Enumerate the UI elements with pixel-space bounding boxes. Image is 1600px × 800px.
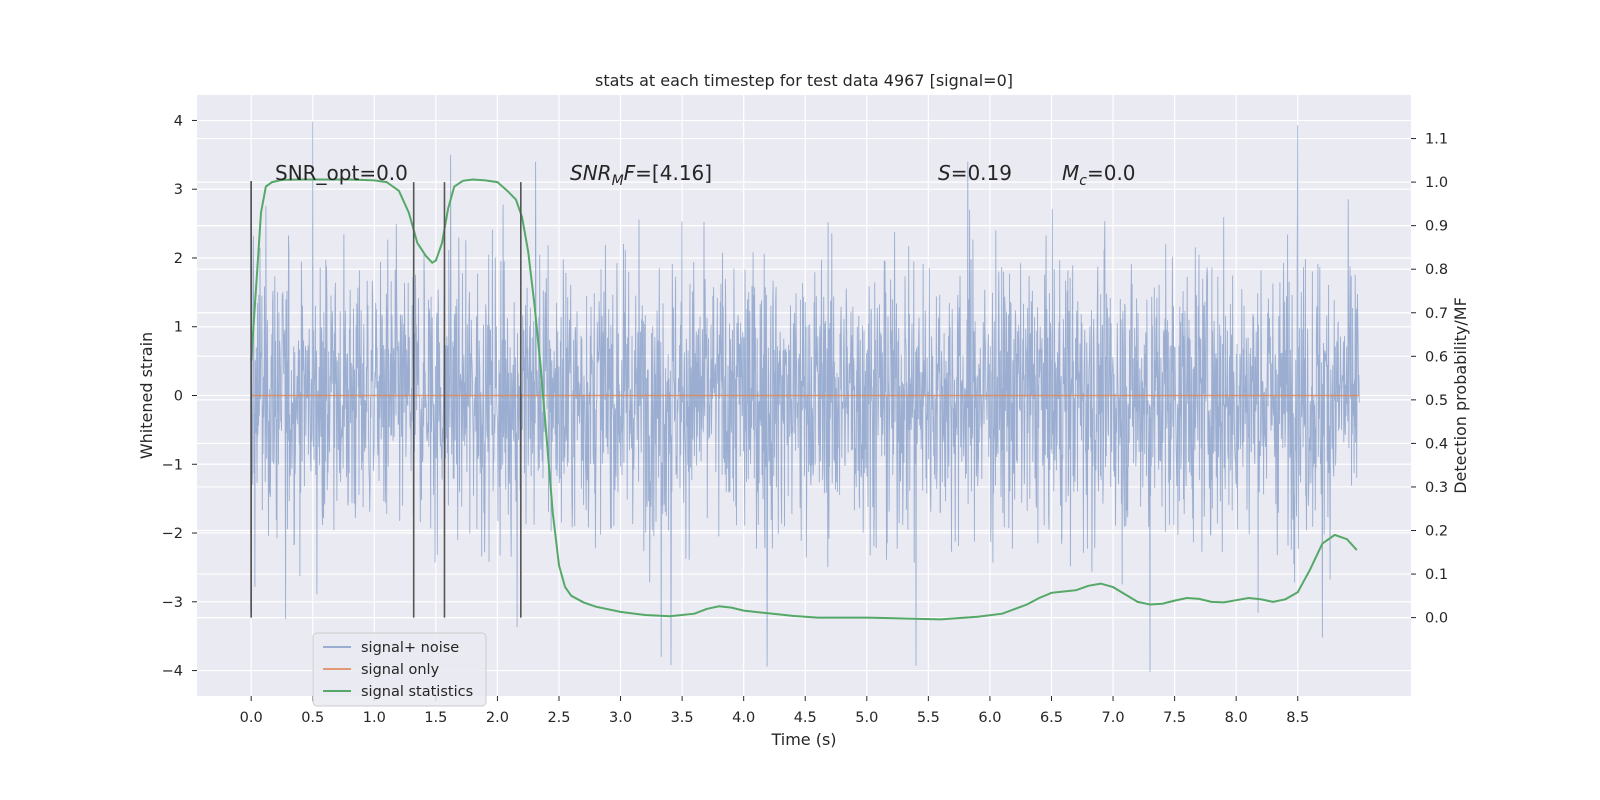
x-tick-label: 0.5 [301, 710, 324, 726]
y2-tick-label: 0.4 [1425, 436, 1448, 452]
series-signal-statistics [250, 178, 1358, 621]
y2-tick-label: 1.1 [1425, 132, 1448, 148]
legend-label: signal+ noise [361, 640, 459, 656]
x-tick-label: 8.0 [1225, 710, 1248, 726]
y-tick-label: −1 [162, 457, 183, 473]
x-tick-label: 4.5 [794, 710, 817, 726]
snr-mf-value: =[4.16] [635, 161, 712, 185]
annotations: SNR_opt=0.0 SNRMF=[4.16] S=0.19 Mc=0.0 [275, 161, 1136, 189]
legend-label: signal statistics [361, 684, 473, 700]
snr-mf-tail-f: F [624, 161, 636, 185]
x-tick-label: 5.5 [917, 710, 940, 726]
y-tick-label: −4 [162, 664, 183, 680]
y-tick-label: 0 [174, 389, 183, 405]
y2-tick-label: 0.7 [1425, 306, 1448, 322]
y-axis-label: Whitened strain [137, 332, 156, 459]
y-tick-label: 1 [174, 320, 183, 336]
y-tick-label: 2 [174, 251, 183, 267]
s-annotation: S=0.19 [938, 161, 1012, 185]
x-tick-label: 2.5 [547, 710, 570, 726]
y2-tick-label: 0.0 [1425, 611, 1448, 627]
x-tick-label: 5.0 [855, 710, 878, 726]
y-tick-label: −3 [162, 595, 183, 611]
mc-base: M [1062, 161, 1079, 185]
snr-mf-annotation: SNRMF=[4.16] [570, 161, 712, 189]
y2-axis-label: Detection probability/MF [1451, 297, 1470, 494]
x-tick-label: 6.0 [978, 710, 1001, 726]
y2-tick-label: 0.9 [1425, 219, 1448, 235]
y2-tick-label: 0.1 [1425, 567, 1448, 583]
y-tick-label: −2 [162, 526, 183, 542]
y2-tick-label: 0.3 [1425, 480, 1448, 496]
y2-tick-label: 0.2 [1425, 524, 1448, 540]
y2-tick-label: 0.5 [1425, 393, 1448, 409]
y-tick-label: 3 [174, 182, 183, 198]
s-value: =0.19 [951, 161, 1012, 185]
vertical-markers [250, 180, 522, 618]
legend-box [312, 632, 487, 707]
x-tick-label: 2.0 [486, 710, 509, 726]
snr-mf-sub: M [612, 173, 624, 189]
x-tick-label: 6.5 [1040, 710, 1063, 726]
x-tick-label: 7.0 [1102, 710, 1125, 726]
y-tick-label: 4 [174, 113, 183, 129]
x-tick-label: 8.5 [1286, 710, 1309, 726]
x-axis-label: Time (s) [770, 730, 836, 749]
x-tick-label: 1.0 [363, 710, 386, 726]
ticks: 0.0 0.5 1.0 1.5 2.0 2.5 3.0 3.5 4.0 4.5 5.0 5.5 6.0 6… [162, 113, 1448, 726]
snr-opt-annotation: SNR_opt=0.0 [275, 161, 408, 185]
legend: signal+ noise signal only signal statistic… [312, 632, 487, 707]
x-tick-label: 4.0 [732, 710, 755, 726]
y2-tick-label: 0.8 [1425, 262, 1448, 278]
snr-mf-base: SNR [570, 161, 612, 185]
x-tick-label: 1.5 [424, 710, 447, 726]
chart-title: stats at each timestep for test data 496… [595, 71, 1013, 90]
series-layer [250, 121, 1360, 672]
mc-sub: c [1079, 173, 1087, 189]
x-tick-label: 7.5 [1163, 710, 1186, 726]
series-signal-noise [250, 121, 1360, 672]
mc-annotation: Mc=0.0 [1062, 161, 1136, 189]
y2-tick-label: 1.0 [1425, 175, 1448, 191]
x-tick-label: 3.0 [609, 710, 632, 726]
x-tick-label: 3.5 [671, 710, 694, 726]
mc-value: =0.0 [1087, 161, 1136, 185]
x-tick-label: 0.0 [240, 710, 263, 726]
s-label: S [938, 161, 951, 185]
y2-tick-label: 0.6 [1425, 349, 1448, 365]
legend-label: signal only [361, 662, 440, 678]
